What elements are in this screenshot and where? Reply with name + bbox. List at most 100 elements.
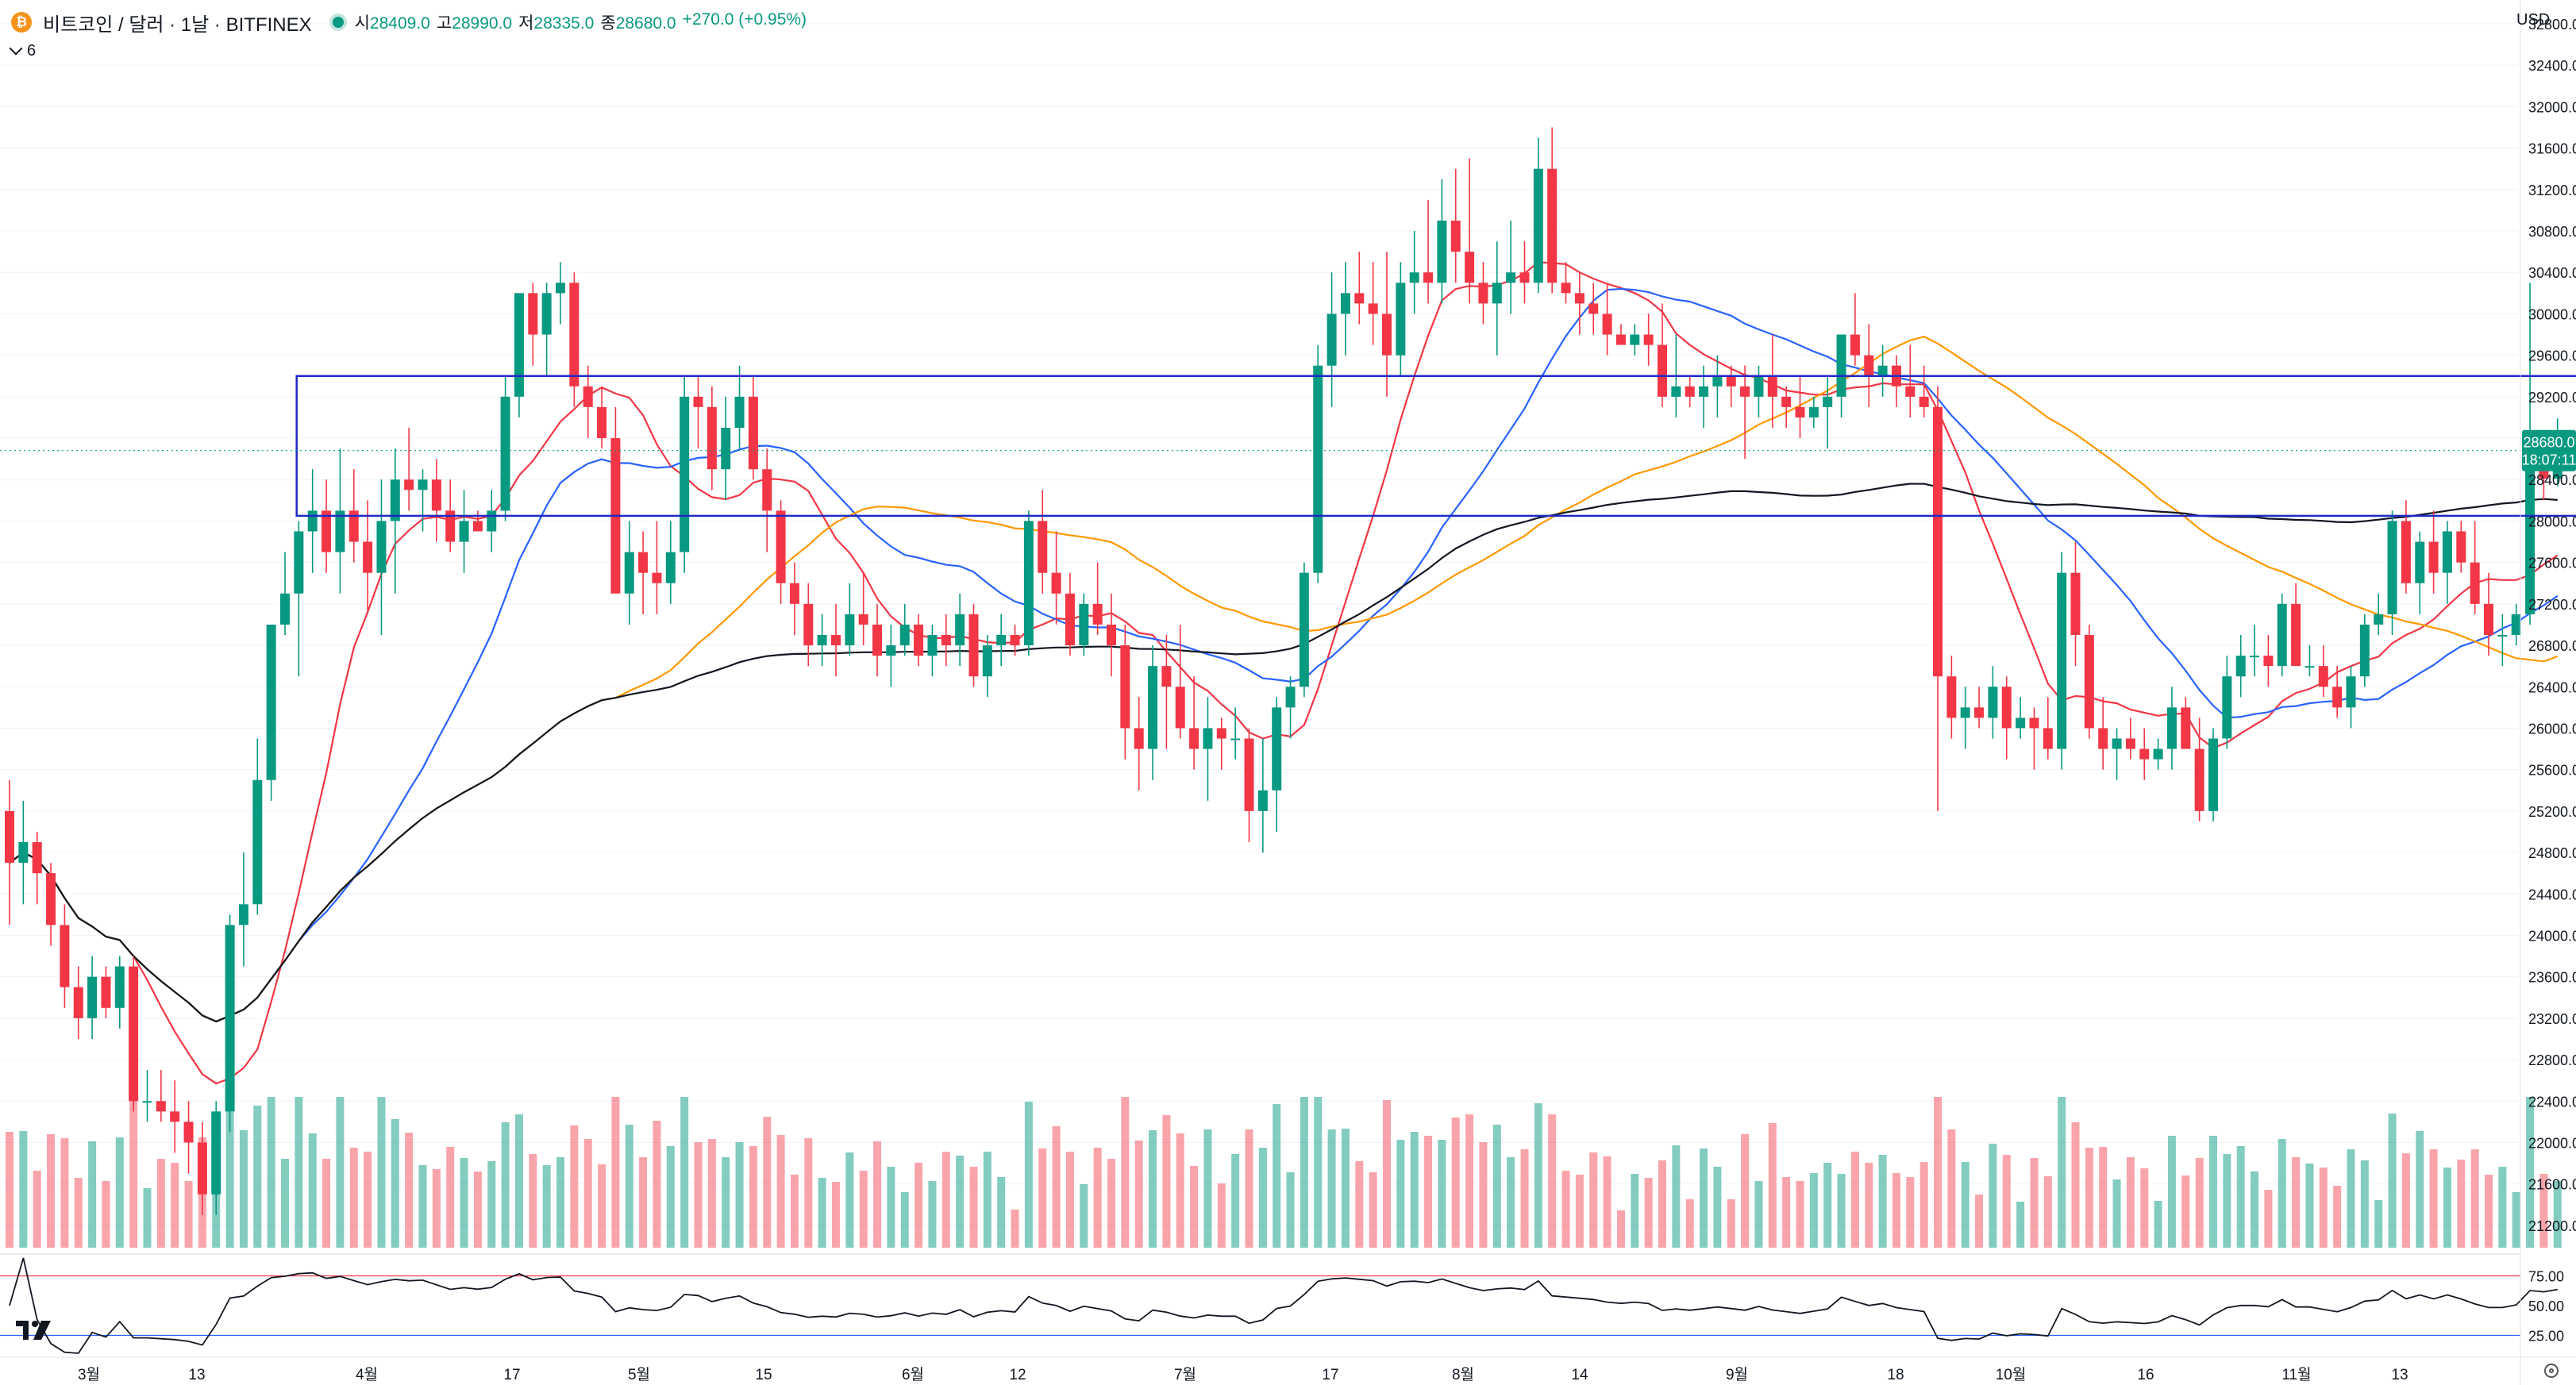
candlesticks [5, 127, 2563, 1215]
volume-bar [1024, 1102, 1033, 1248]
volume-bar [377, 1097, 386, 1248]
candle-body [1519, 272, 1530, 283]
candle-body [87, 976, 98, 1018]
volume-bar [887, 1167, 895, 1248]
volume-bar [308, 1133, 317, 1248]
time-tick-label: 17 [1322, 1367, 1338, 1383]
volume-bar [845, 1152, 854, 1248]
candle-body [2098, 728, 2108, 749]
candle-body [1189, 728, 1199, 749]
volume-bar [1314, 1097, 1323, 1248]
candle-body [32, 842, 42, 874]
volume-bar [969, 1167, 978, 1248]
price-tick-label: 21200.0 [2528, 1218, 2576, 1234]
volume-bar [1245, 1129, 1253, 1248]
candle-body [459, 521, 469, 542]
price-tick-label: 28000.0 [2528, 514, 2576, 529]
volume-bar [2043, 1176, 2052, 1248]
candle-body [156, 1101, 166, 1112]
volume-bar [1631, 1174, 1639, 1248]
time-tick-label: 8월 [1452, 1366, 1474, 1383]
ohlc-values: 시28409.0 고28990.0 저28335.0 종28680.0 +270… [354, 10, 807, 33]
volume-bar [859, 1171, 868, 1248]
time-tick-label: 6월 [902, 1366, 924, 1383]
candle-body [803, 603, 814, 646]
candle-body [1988, 687, 1998, 718]
candle-body [1107, 624, 1116, 646]
candle-body [721, 427, 731, 470]
candle-body [2442, 531, 2452, 573]
indicator-count: 6 [27, 41, 37, 60]
volume-bar [1561, 1171, 1570, 1248]
volume-bar [473, 1171, 482, 1248]
candle-body [2084, 635, 2094, 729]
volume-bar [1507, 1157, 1515, 1248]
volume-bar [1492, 1125, 1501, 1248]
volume-bar [983, 1152, 992, 1248]
candle-body [1615, 334, 1626, 345]
candle-body [680, 396, 690, 552]
volume-bar [625, 1125, 633, 1248]
volume-bar [239, 1130, 248, 1248]
time-tick-label: 4월 [356, 1366, 378, 1383]
candle-body [1533, 168, 1543, 283]
chart-header: ₿ 비트코인 / 달러 · 1날 · BITFINEX 시28409.0 고28… [11, 8, 807, 37]
candle-body [1148, 666, 1158, 749]
candle-body [1230, 738, 1241, 741]
price-axis[interactable]: 32800.0 32400.0 32000.0 31600.0 31200.0 30800… [2520, 0, 2576, 1385]
volume-bar [2374, 1200, 2383, 1248]
candle-body [1602, 314, 1612, 335]
moving-average-line [9, 287, 2559, 1023]
candle-body [1492, 283, 1502, 304]
candle-body [2166, 707, 2177, 749]
candle-body [142, 1101, 152, 1103]
candle-body [2359, 624, 2370, 677]
symbol-title[interactable]: 비트코인 / 달러 · 1날 · BITFINEX [43, 13, 312, 36]
candle-body [1134, 728, 1144, 749]
time-tick-label: 13 [2391, 1367, 2408, 1383]
currency-label[interactable]: USD [2516, 11, 2551, 29]
candle-body [2470, 562, 2480, 604]
candle-body [2539, 469, 2549, 479]
range-box[interactable] [0, 375, 2576, 517]
candle-body [2222, 676, 2232, 739]
candle-body [1423, 272, 1434, 283]
candle-body [1409, 272, 1419, 283]
candle-body [638, 552, 649, 573]
time-tick-label: 9월 [1726, 1366, 1748, 1383]
price-tick-label: 22000.0 [2528, 1135, 2576, 1151]
volume-bar [1644, 1178, 1653, 1248]
volume-bar [156, 1159, 165, 1248]
volume-bar [2236, 1146, 2245, 1248]
time-axis[interactable]: 3월 13 4월 17 5월 15 6월 12 7월 17 8월 14 9월 18 10월 16 11월 13 [0, 1356, 2576, 1383]
time-tick-label: 18 [1887, 1367, 1904, 1383]
volume-bar [2264, 1190, 2273, 1248]
candle-body [2125, 738, 2135, 749]
volume-bar [941, 1152, 950, 1248]
candle-body [1836, 334, 1846, 397]
volume-bar [653, 1121, 661, 1248]
candle-body [748, 396, 758, 470]
candle-body [404, 479, 414, 491]
indicator-toggle[interactable]: 6 [9, 40, 37, 62]
candle-body [2029, 718, 2039, 729]
price-tick-label: 32000.0 [2528, 99, 2576, 115]
candle-body [1561, 283, 1571, 294]
volume-bar [542, 1165, 551, 1248]
rsi-line [9, 1257, 2558, 1354]
candle-body [1795, 406, 1805, 417]
time-tick-label: 7월 [1174, 1366, 1196, 1383]
candle-body [1850, 334, 1860, 356]
gear-icon[interactable] [2544, 1364, 2559, 1378]
candle-body [707, 406, 717, 470]
candle-body [2401, 521, 2411, 583]
candle-body [1023, 521, 1034, 646]
candle-body [789, 583, 799, 604]
candle-body [2511, 614, 2521, 635]
candle-body [1671, 386, 1681, 397]
volume-bar [1149, 1130, 1157, 1248]
candle-body [1933, 406, 1943, 677]
candle-body [1120, 645, 1130, 729]
volume-bar [639, 1157, 648, 1248]
